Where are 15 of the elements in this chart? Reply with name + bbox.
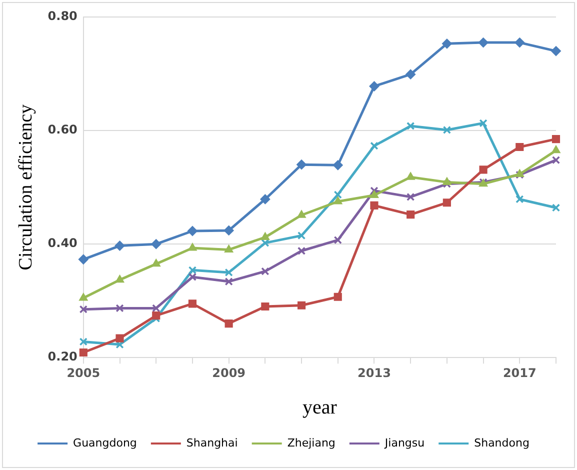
- legend-label: Shanghai: [186, 436, 238, 450]
- x-axis-title: year: [302, 396, 338, 418]
- x-tick-label: 2005: [66, 366, 100, 380]
- y-tick-label: 0.80: [48, 9, 78, 24]
- x-tick-label: 2017: [502, 366, 536, 380]
- legend-label: Shandong: [474, 436, 530, 450]
- legend-label: Jiangsu: [384, 436, 425, 450]
- x-tick-label: 2009: [212, 366, 246, 380]
- legend-label: Zhejiang: [287, 436, 336, 450]
- y-tick-label: 0.60: [48, 122, 78, 137]
- x-tick-label: 2013: [358, 366, 391, 380]
- legend-label: Guangdong: [73, 436, 137, 450]
- y-tick-label: 0.40: [48, 236, 78, 250]
- y-tick-label: 0.20: [48, 350, 78, 364]
- y-axis-title: Circulation efficiency: [15, 104, 36, 270]
